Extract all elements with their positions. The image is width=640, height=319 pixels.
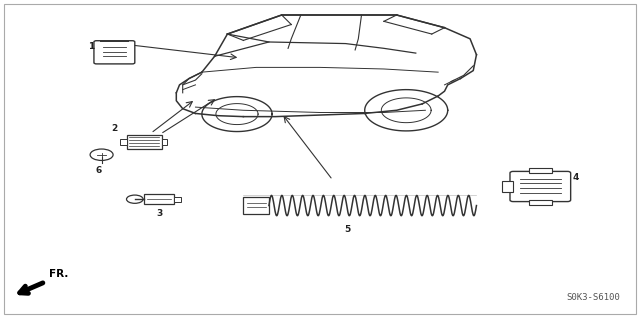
FancyBboxPatch shape [510, 171, 571, 202]
Bar [243, 197, 269, 214]
Bar [174, 197, 180, 202]
Circle shape [90, 149, 113, 160]
Text: 1: 1 [88, 42, 94, 51]
Bar [162, 139, 167, 145]
Text: 3: 3 [156, 209, 162, 218]
Text: 6: 6 [95, 166, 102, 175]
Bar [127, 135, 162, 149]
Text: FR.: FR. [49, 269, 68, 278]
Bar [529, 168, 552, 173]
Text: S0K3-S6100: S0K3-S6100 [566, 293, 620, 302]
Text: 4: 4 [573, 173, 579, 182]
Bar [502, 181, 513, 192]
Bar [144, 195, 174, 204]
Circle shape [127, 195, 143, 203]
FancyBboxPatch shape [94, 41, 135, 64]
Text: 5: 5 [345, 225, 351, 234]
Text: 2: 2 [111, 124, 117, 133]
Bar [529, 200, 552, 205]
Bar [120, 139, 127, 145]
